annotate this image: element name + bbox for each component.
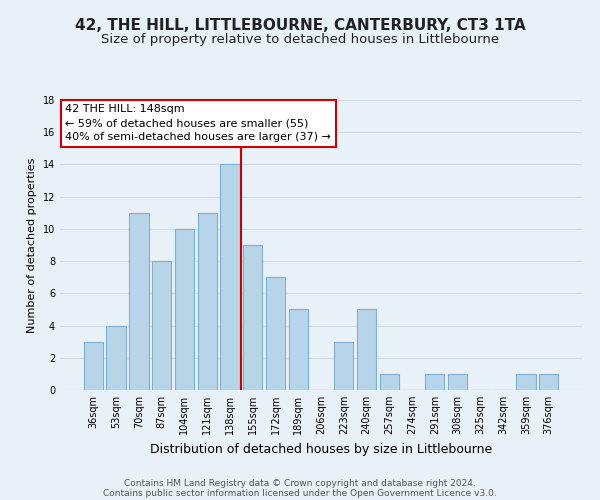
Text: Contains HM Land Registry data © Crown copyright and database right 2024.: Contains HM Land Registry data © Crown c… bbox=[124, 478, 476, 488]
Text: 42 THE HILL: 148sqm
← 59% of detached houses are smaller (55)
40% of semi-detach: 42 THE HILL: 148sqm ← 59% of detached ho… bbox=[65, 104, 331, 142]
Bar bbox=[243, 245, 262, 390]
Text: Contains public sector information licensed under the Open Government Licence v3: Contains public sector information licen… bbox=[103, 488, 497, 498]
Bar bbox=[220, 164, 239, 390]
Bar bbox=[197, 213, 217, 390]
Bar bbox=[152, 261, 172, 390]
Bar bbox=[334, 342, 353, 390]
Bar bbox=[516, 374, 536, 390]
Bar bbox=[106, 326, 126, 390]
Bar bbox=[175, 229, 194, 390]
Bar bbox=[539, 374, 558, 390]
Bar bbox=[266, 277, 285, 390]
Text: 42, THE HILL, LITTLEBOURNE, CANTERBURY, CT3 1TA: 42, THE HILL, LITTLEBOURNE, CANTERBURY, … bbox=[74, 18, 526, 32]
Bar bbox=[380, 374, 399, 390]
Text: Size of property relative to detached houses in Littlebourne: Size of property relative to detached ho… bbox=[101, 32, 499, 46]
X-axis label: Distribution of detached houses by size in Littlebourne: Distribution of detached houses by size … bbox=[150, 442, 492, 456]
Bar bbox=[357, 310, 376, 390]
Bar bbox=[84, 342, 103, 390]
Bar bbox=[425, 374, 445, 390]
Bar bbox=[129, 213, 149, 390]
Y-axis label: Number of detached properties: Number of detached properties bbox=[27, 158, 37, 332]
Bar bbox=[289, 310, 308, 390]
Bar bbox=[448, 374, 467, 390]
